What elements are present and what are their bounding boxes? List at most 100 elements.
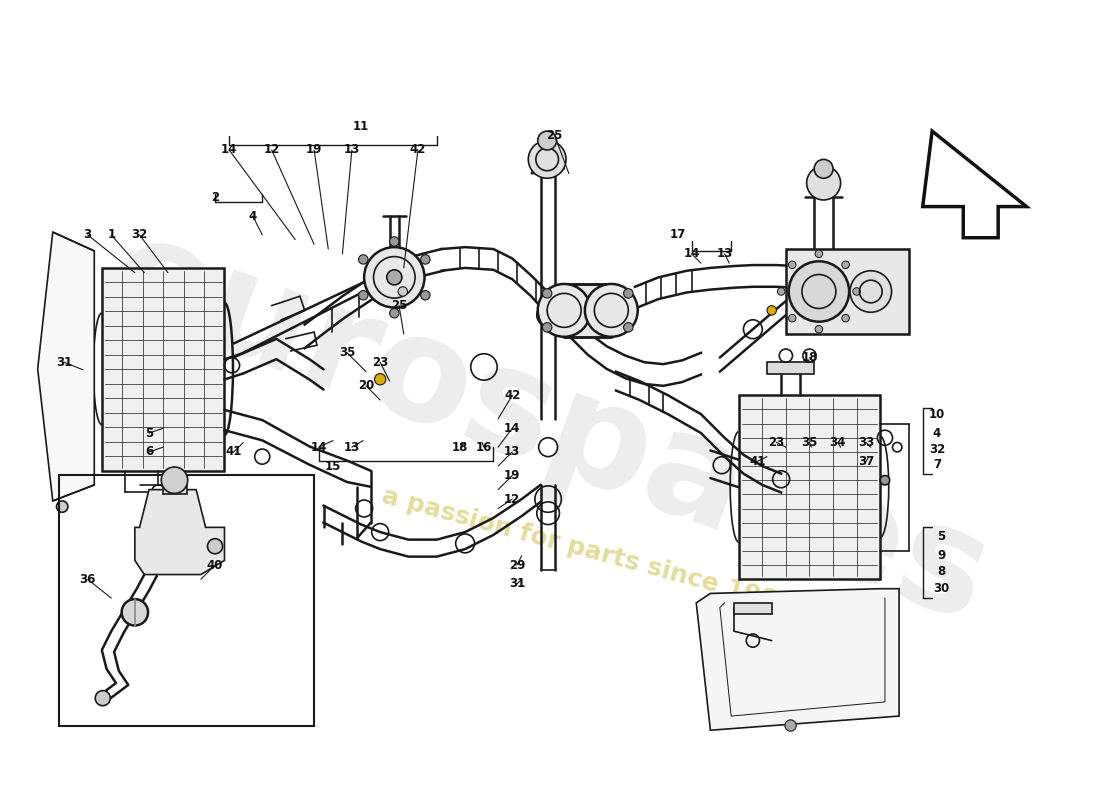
Circle shape [842, 314, 849, 322]
Circle shape [785, 720, 796, 731]
Bar [734, 603, 772, 614]
Text: 13: 13 [504, 446, 520, 458]
Text: 15: 15 [324, 459, 341, 473]
Circle shape [814, 159, 833, 178]
Circle shape [815, 326, 823, 333]
Circle shape [789, 262, 849, 322]
Polygon shape [531, 154, 564, 174]
Bar [739, 395, 880, 579]
Text: 3: 3 [84, 228, 91, 242]
Circle shape [528, 141, 566, 178]
Circle shape [585, 284, 638, 337]
Text: 14: 14 [504, 422, 520, 435]
Text: 2: 2 [211, 190, 219, 204]
Text: 32: 32 [131, 228, 147, 242]
Text: 31: 31 [56, 356, 73, 369]
Circle shape [624, 322, 632, 332]
Circle shape [842, 261, 849, 269]
Text: a passion for parts since 1985: a passion for parts since 1985 [378, 484, 796, 618]
Text: 14: 14 [310, 441, 327, 454]
Text: 34: 34 [829, 436, 846, 449]
Text: 19: 19 [306, 143, 322, 157]
Text: 18: 18 [452, 441, 469, 454]
Text: 32: 32 [928, 442, 945, 455]
Circle shape [542, 322, 552, 332]
Circle shape [364, 247, 425, 307]
Text: 8: 8 [937, 566, 946, 578]
Bar [767, 362, 814, 374]
Text: 5: 5 [145, 426, 153, 439]
Bar [785, 249, 909, 334]
Text: 25: 25 [390, 299, 407, 312]
Text: 41: 41 [749, 455, 766, 468]
Circle shape [538, 284, 591, 337]
Bar [564, 284, 612, 337]
Text: 30: 30 [934, 582, 949, 595]
Circle shape [122, 599, 149, 626]
Text: 10: 10 [928, 408, 945, 421]
Circle shape [538, 131, 557, 150]
Polygon shape [135, 490, 224, 574]
Circle shape [420, 254, 430, 264]
Text: 4: 4 [249, 210, 257, 222]
Circle shape [389, 237, 399, 246]
Circle shape [806, 166, 840, 200]
Text: 13: 13 [343, 143, 360, 157]
Text: 7: 7 [933, 458, 940, 470]
Text: 17: 17 [669, 228, 685, 242]
Text: 42: 42 [409, 143, 426, 157]
Text: 6: 6 [145, 446, 153, 458]
Text: 14: 14 [683, 247, 700, 260]
Text: 25: 25 [547, 130, 563, 142]
Circle shape [387, 270, 402, 285]
Text: 37: 37 [858, 455, 874, 468]
Text: 5: 5 [937, 530, 946, 543]
Circle shape [359, 290, 369, 300]
Circle shape [96, 690, 110, 706]
Text: 42: 42 [504, 389, 520, 402]
Circle shape [815, 250, 823, 258]
Text: 35: 35 [801, 436, 817, 449]
Bar [102, 268, 224, 470]
Circle shape [852, 288, 860, 295]
Circle shape [389, 309, 399, 318]
Circle shape [374, 374, 386, 385]
Bar [59, 475, 315, 726]
Text: 31: 31 [509, 578, 525, 590]
Text: 33: 33 [858, 436, 874, 449]
Circle shape [789, 314, 796, 322]
Text: 36: 36 [79, 573, 96, 586]
Circle shape [56, 501, 68, 512]
Text: 13: 13 [716, 247, 733, 260]
Circle shape [420, 290, 430, 300]
Bar [163, 480, 187, 494]
Text: 40: 40 [207, 558, 223, 572]
Polygon shape [923, 131, 1026, 238]
Text: 18: 18 [801, 351, 817, 364]
Text: 35: 35 [339, 346, 355, 359]
Text: 13: 13 [343, 441, 360, 454]
Text: 1: 1 [107, 228, 116, 242]
Circle shape [208, 538, 222, 554]
Circle shape [778, 288, 785, 295]
Text: 16: 16 [476, 441, 492, 454]
Circle shape [880, 475, 890, 485]
Text: eurospares: eurospares [92, 204, 1008, 652]
Circle shape [850, 270, 892, 312]
Circle shape [359, 254, 369, 264]
Polygon shape [696, 589, 899, 730]
Text: 41: 41 [226, 446, 242, 458]
Circle shape [767, 306, 777, 315]
Text: 19: 19 [504, 469, 520, 482]
Text: 4: 4 [933, 426, 940, 439]
Text: 11: 11 [353, 120, 370, 133]
Text: 20: 20 [358, 379, 374, 392]
Circle shape [624, 289, 632, 298]
Circle shape [398, 286, 407, 296]
Text: 12: 12 [504, 493, 520, 506]
Text: 29: 29 [509, 558, 525, 572]
Circle shape [162, 467, 188, 494]
Text: 23: 23 [768, 436, 784, 449]
Circle shape [542, 289, 552, 298]
Text: 23: 23 [372, 356, 388, 369]
